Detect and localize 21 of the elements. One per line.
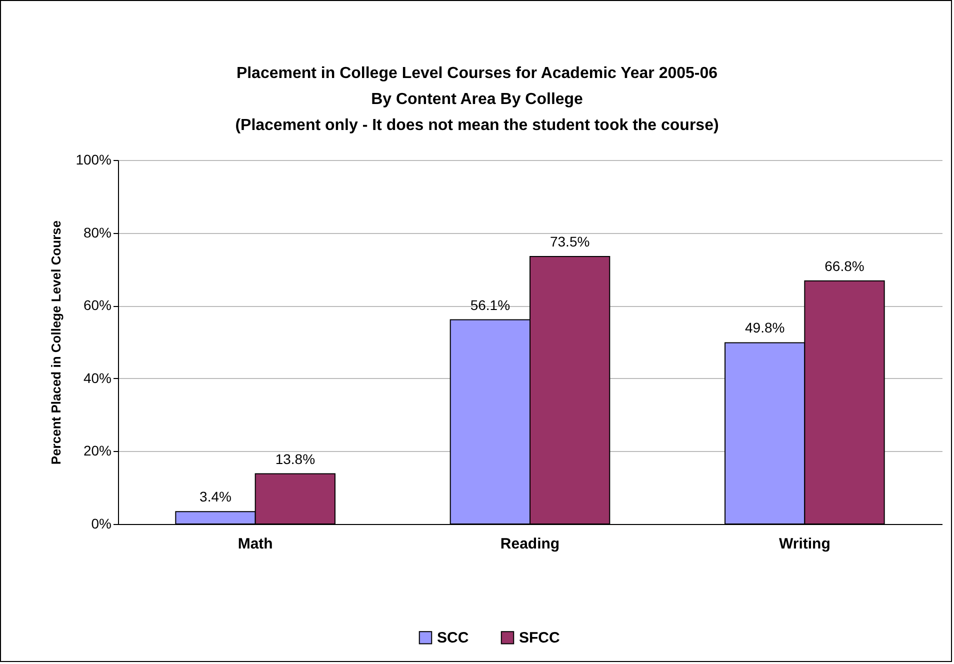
text: (Placement only - It does not mean the student took the course) (235, 117, 719, 134)
legend-label: SFCC (519, 630, 560, 647)
x-tick-label: Math (238, 536, 273, 552)
data-label: 49.8% (744, 320, 785, 336)
data-label: 13.8% (275, 450, 316, 467)
y-tick-label: 0% (91, 516, 112, 532)
y-tick-label: 80% (83, 224, 112, 240)
y-tick-label: 20% (83, 442, 112, 459)
text: By Content Area By College (371, 91, 583, 108)
text: Placement in College Level Courses for Academic Year 2005-06 (236, 65, 718, 82)
legend-label: SCC (437, 630, 469, 647)
y-tick-label: 40% (83, 370, 112, 386)
y-tick-label: 100% (76, 152, 112, 168)
data-label: 66.8% (824, 258, 864, 274)
x-tick-label: Reading (500, 536, 560, 552)
data-label: 56.1% (470, 296, 510, 313)
x-tick-label: Writing (778, 536, 830, 552)
data-label: 73.5% (550, 233, 590, 250)
y-tick-label: 60% (83, 297, 112, 314)
y-axis-title: Percent Placed in College Level Course (48, 220, 64, 465)
data-label: 3.4% (200, 488, 232, 505)
